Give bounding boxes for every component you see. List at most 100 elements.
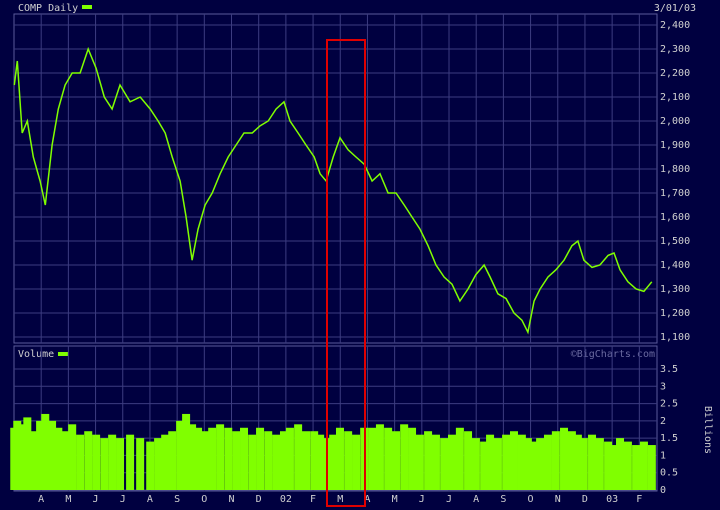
y-tick-label: 0.5 — [660, 468, 678, 479]
volume-bar — [232, 431, 241, 490]
x-tick-label: S — [174, 494, 180, 505]
volume-bar — [13, 420, 22, 490]
volume-bar — [480, 441, 489, 490]
y-tick-label: 1,700 — [660, 188, 690, 199]
y-tick-label: 0 — [660, 485, 666, 496]
volume-bar — [54, 427, 63, 490]
x-tick-label: J — [446, 494, 452, 505]
volume-bar — [23, 417, 32, 490]
volume-bar — [248, 434, 257, 490]
y-tick-label: 1 — [660, 450, 666, 461]
volume-bar — [18, 424, 27, 490]
price-panel — [13, 13, 658, 344]
y-tick-label: 1,200 — [660, 308, 690, 319]
volume-bar — [408, 427, 417, 490]
volume-bar — [543, 434, 552, 490]
y-tick-label: 1,600 — [660, 212, 690, 223]
volume-bar — [623, 441, 632, 490]
x-tick-label: N — [228, 494, 234, 505]
volume-bar — [108, 434, 117, 490]
volume-bar — [68, 424, 77, 490]
x-tick-label: D — [582, 494, 588, 505]
volume-bar — [530, 441, 539, 490]
x-tick-label: M — [337, 494, 343, 505]
x-tick-label: N — [555, 494, 561, 505]
volume-bar — [604, 441, 613, 490]
volume-bar — [92, 434, 101, 490]
x-tick-label: M — [65, 494, 71, 505]
volume-bar — [431, 434, 440, 490]
volume-bar — [509, 431, 518, 490]
volume-bar — [493, 438, 502, 490]
volume-bar — [486, 434, 495, 490]
volume-bar — [455, 427, 464, 490]
volume-bar — [424, 431, 433, 490]
y-tick-label: 2.5 — [660, 399, 678, 410]
volume-bar — [48, 420, 57, 490]
y-axis-label: Billions — [702, 406, 713, 454]
volume-bar — [471, 438, 480, 490]
volume-bar — [272, 434, 281, 490]
y-tick-label: 2 — [660, 416, 666, 427]
chart-title: COMP Daily — [18, 3, 78, 14]
volume-bar — [61, 431, 70, 490]
y-tick-label: 1,400 — [660, 260, 690, 271]
volume-bar — [573, 434, 582, 490]
volume-bar — [146, 441, 155, 490]
volume-bar — [154, 438, 163, 490]
x-tick-label: D — [256, 494, 262, 505]
volume-bar — [136, 438, 145, 490]
y-tick-label: 1,500 — [660, 236, 690, 247]
y-tick-label: 1.5 — [660, 433, 678, 444]
y-tick-label: 2,000 — [660, 116, 690, 127]
volume-bar — [36, 420, 45, 490]
volume-bar — [84, 431, 93, 490]
volume-bar — [384, 427, 393, 490]
volume-bar — [279, 431, 288, 490]
y-tick-label: 3.5 — [660, 364, 678, 375]
volume-bar — [375, 424, 384, 490]
volume-bar — [464, 431, 473, 490]
volume-bar — [448, 434, 457, 490]
volume-bar — [523, 438, 532, 490]
volume-bar — [335, 427, 344, 490]
volume-bar — [224, 427, 233, 490]
x-tick-label: O — [528, 494, 534, 505]
y-tick-label: 2,400 — [660, 20, 690, 31]
y-tick-label: 1,800 — [660, 164, 690, 175]
legend-swatch — [58, 352, 68, 356]
volume-bar — [415, 434, 424, 490]
volume-bar — [126, 434, 135, 490]
volume-bar — [639, 441, 648, 490]
legend-swatch — [82, 5, 92, 9]
x-tick-label: A — [473, 494, 479, 505]
volume-bar — [352, 434, 361, 490]
y-tick-label: 1,900 — [660, 140, 690, 151]
volume-bar — [368, 427, 377, 490]
y-tick-label: 2,200 — [660, 68, 690, 79]
volume-bar — [536, 438, 545, 490]
volume-bar — [588, 434, 597, 490]
watermark: ©BigCharts.com — [571, 349, 655, 360]
x-tick-label: S — [500, 494, 506, 505]
x-tick-label: F — [636, 494, 642, 505]
volume-bar — [391, 431, 400, 490]
volume-bar — [168, 431, 177, 490]
volume-bar — [285, 427, 294, 490]
x-tick-label: O — [201, 494, 207, 505]
volume-bar — [264, 431, 273, 490]
volume-bar — [632, 445, 641, 490]
x-tick-label: 03 — [606, 494, 618, 505]
volume-bar — [188, 424, 197, 490]
volume-bar — [610, 445, 619, 490]
y-tick-label: 2,100 — [660, 92, 690, 103]
volume-bar — [551, 431, 560, 490]
volume-bar — [647, 445, 656, 490]
volume-bar — [517, 434, 526, 490]
x-tick-label: J — [120, 494, 126, 505]
volume-title: Volume — [18, 349, 54, 360]
y-tick-label: 1,300 — [660, 284, 690, 295]
volume-bar — [616, 438, 625, 490]
x-tick-label: A — [147, 494, 153, 505]
